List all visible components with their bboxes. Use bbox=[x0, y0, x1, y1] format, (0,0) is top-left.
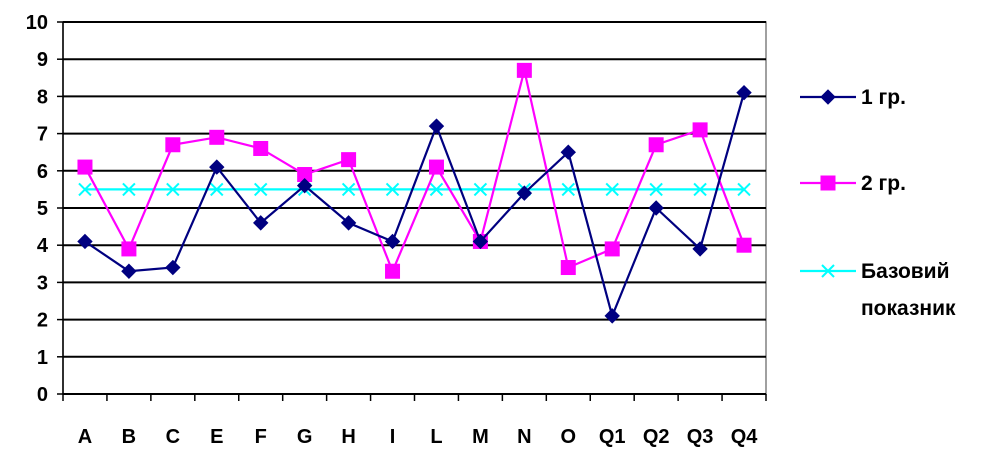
series-2-point bbox=[165, 137, 181, 153]
series-2-point bbox=[560, 260, 576, 276]
y-tick-label: 7 bbox=[37, 124, 48, 146]
y-tick-label: 1 bbox=[37, 347, 48, 369]
y-tick-label: 0 bbox=[37, 384, 48, 406]
series-1-point bbox=[296, 177, 313, 194]
series-1-point bbox=[428, 118, 445, 134]
series-line-1 bbox=[84, 92, 746, 320]
y-tick-label: 4 bbox=[37, 235, 49, 257]
series-2-point bbox=[428, 159, 444, 175]
x-tick-label: Q1 bbox=[599, 426, 626, 448]
series-1-point bbox=[340, 215, 357, 231]
y-tick-label: 9 bbox=[37, 49, 48, 71]
x-tick-label: G bbox=[297, 426, 313, 448]
series-3-point bbox=[693, 182, 707, 197]
legend-marker-2 bbox=[820, 175, 836, 191]
series-1-point bbox=[472, 233, 489, 250]
series-3-point bbox=[561, 182, 575, 197]
y-tick-label: 10 bbox=[26, 12, 48, 34]
x-tick-label: O bbox=[561, 426, 577, 448]
series-3-point bbox=[341, 182, 356, 197]
series-1-point bbox=[604, 308, 620, 324]
series-3-point bbox=[210, 182, 224, 197]
series-line-2 bbox=[83, 70, 746, 275]
series-1-point bbox=[77, 233, 93, 250]
y-tick-label: 8 bbox=[37, 86, 48, 108]
series-1-point bbox=[516, 185, 533, 201]
series-3-point bbox=[385, 182, 400, 197]
x-tick-label: N bbox=[517, 426, 531, 448]
x-tick-label: F bbox=[255, 426, 267, 448]
series-3-point bbox=[649, 182, 663, 197]
x-tick-label: B bbox=[122, 426, 136, 448]
series-1-point bbox=[648, 200, 664, 216]
series-1-point bbox=[736, 84, 752, 101]
series-2-point bbox=[604, 241, 620, 257]
series-2-point bbox=[692, 122, 708, 138]
series-3-point bbox=[254, 182, 268, 197]
legend-label-2: 2 гр. bbox=[861, 172, 906, 195]
legend-marker-1 bbox=[820, 89, 836, 105]
x-tick-label: M bbox=[472, 426, 489, 448]
x-tick-label: L bbox=[430, 426, 442, 448]
series-2-point bbox=[341, 152, 357, 168]
series-2-point bbox=[77, 159, 93, 175]
y-tick-label: 6 bbox=[37, 161, 48, 183]
series-2-point bbox=[253, 140, 269, 156]
y-tick-label: 2 bbox=[37, 310, 48, 332]
series-2-point bbox=[385, 263, 401, 279]
legend-label-1: 1 гр. bbox=[861, 86, 906, 109]
series-3-point bbox=[166, 182, 180, 197]
x-tick-label: I bbox=[390, 426, 396, 448]
series-1-point bbox=[165, 259, 181, 276]
x-tick-label: Q3 bbox=[687, 426, 714, 448]
series-2-point bbox=[516, 62, 532, 78]
series-3-point bbox=[473, 182, 488, 197]
x-tick-label: E bbox=[210, 426, 223, 448]
series-3-point bbox=[78, 182, 92, 197]
y-tick-label: 3 bbox=[37, 272, 48, 294]
series-2-point bbox=[121, 241, 137, 257]
x-tick-label: Q2 bbox=[643, 426, 670, 448]
series-2-point bbox=[648, 137, 664, 153]
series-1-point bbox=[121, 263, 137, 279]
x-tick-label: A bbox=[78, 426, 92, 448]
series-2-point bbox=[736, 237, 752, 253]
legend-marker-3 bbox=[821, 264, 835, 278]
series-2-point bbox=[209, 129, 225, 145]
legend-label-3: показник bbox=[861, 297, 956, 320]
y-tick-label: 5 bbox=[37, 198, 48, 220]
legend-label-3: Базовий bbox=[861, 260, 950, 283]
x-tick-label: C bbox=[166, 426, 180, 448]
series-3-point bbox=[737, 182, 751, 197]
x-tick-label: H bbox=[341, 426, 355, 448]
series-1-point bbox=[384, 233, 401, 250]
series-1-point bbox=[692, 241, 708, 257]
series-1-point bbox=[253, 215, 269, 231]
x-tick-label: Q4 bbox=[731, 426, 759, 448]
series-3-point bbox=[429, 182, 444, 197]
series-3-point bbox=[122, 182, 136, 197]
series-1-point bbox=[560, 144, 576, 160]
series-3-point bbox=[605, 182, 619, 197]
series-1-point bbox=[209, 159, 225, 175]
